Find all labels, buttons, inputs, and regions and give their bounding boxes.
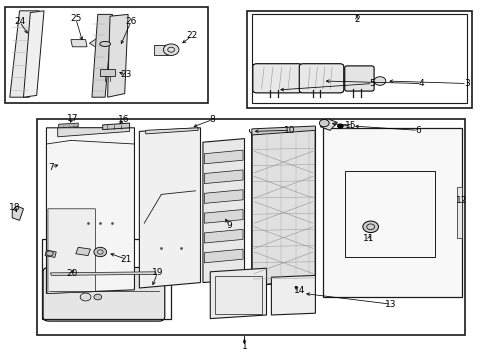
- Text: 7: 7: [48, 163, 54, 172]
- Text: 20: 20: [66, 269, 78, 278]
- Polygon shape: [204, 249, 243, 263]
- Polygon shape: [322, 128, 461, 297]
- Text: 19: 19: [151, 269, 163, 277]
- Polygon shape: [107, 14, 128, 97]
- Circle shape: [337, 124, 343, 128]
- Polygon shape: [92, 14, 112, 97]
- Text: 26: 26: [125, 17, 137, 26]
- Polygon shape: [23, 11, 44, 97]
- FancyBboxPatch shape: [252, 64, 302, 93]
- Polygon shape: [48, 209, 95, 293]
- Text: 15: 15: [345, 122, 356, 130]
- Polygon shape: [203, 139, 244, 283]
- Bar: [342, 124, 350, 128]
- Polygon shape: [12, 206, 23, 220]
- Polygon shape: [10, 11, 39, 97]
- Polygon shape: [204, 210, 243, 223]
- Text: 1: 1: [241, 342, 247, 351]
- Polygon shape: [204, 190, 243, 203]
- Text: 17: 17: [66, 114, 78, 123]
- Circle shape: [94, 247, 106, 257]
- Polygon shape: [251, 128, 315, 286]
- Text: 22: 22: [185, 31, 197, 40]
- Bar: [215, 276, 261, 314]
- Polygon shape: [46, 128, 134, 293]
- FancyBboxPatch shape: [43, 267, 164, 321]
- Polygon shape: [251, 126, 315, 135]
- Bar: [251, 14, 466, 103]
- Text: 2: 2: [353, 15, 359, 24]
- Text: 10: 10: [284, 126, 295, 135]
- Polygon shape: [139, 128, 200, 288]
- Text: 11: 11: [363, 234, 374, 243]
- Polygon shape: [102, 123, 129, 130]
- Text: 13: 13: [385, 300, 396, 309]
- Text: 24: 24: [14, 17, 25, 26]
- Polygon shape: [89, 38, 98, 49]
- Bar: [246, 11, 471, 108]
- Polygon shape: [145, 128, 198, 134]
- Polygon shape: [204, 150, 243, 164]
- Circle shape: [362, 221, 378, 233]
- Text: 16: 16: [118, 115, 129, 124]
- Polygon shape: [210, 268, 266, 319]
- Text: 25: 25: [70, 14, 81, 23]
- Bar: [5, 7, 207, 103]
- Bar: [154, 45, 167, 55]
- Circle shape: [163, 44, 179, 55]
- Bar: [37, 119, 464, 335]
- Polygon shape: [59, 123, 78, 128]
- Circle shape: [319, 120, 328, 127]
- FancyBboxPatch shape: [299, 64, 343, 93]
- Text: 23: 23: [120, 70, 131, 79]
- Polygon shape: [204, 229, 243, 243]
- Polygon shape: [45, 250, 56, 257]
- Text: 18: 18: [9, 203, 20, 212]
- Polygon shape: [204, 170, 243, 184]
- Text: 3: 3: [463, 79, 469, 88]
- Text: 9: 9: [225, 220, 231, 230]
- Text: 5: 5: [369, 79, 375, 88]
- Ellipse shape: [100, 41, 110, 46]
- Polygon shape: [58, 128, 129, 137]
- Polygon shape: [456, 187, 461, 238]
- Circle shape: [80, 293, 91, 301]
- Text: 21: 21: [120, 255, 132, 264]
- Bar: [41, 239, 171, 319]
- Text: 4: 4: [418, 79, 424, 88]
- Text: 14: 14: [293, 287, 305, 295]
- Polygon shape: [50, 272, 156, 275]
- Polygon shape: [320, 119, 337, 130]
- Bar: [344, 171, 434, 257]
- Text: 8: 8: [209, 115, 215, 124]
- Polygon shape: [71, 40, 87, 47]
- Polygon shape: [76, 247, 90, 256]
- FancyBboxPatch shape: [344, 66, 373, 91]
- Text: 6: 6: [414, 126, 420, 135]
- Circle shape: [94, 294, 102, 300]
- Polygon shape: [271, 275, 315, 315]
- Circle shape: [46, 251, 53, 256]
- Circle shape: [373, 77, 385, 85]
- Text: 12: 12: [455, 196, 467, 205]
- Polygon shape: [100, 69, 115, 76]
